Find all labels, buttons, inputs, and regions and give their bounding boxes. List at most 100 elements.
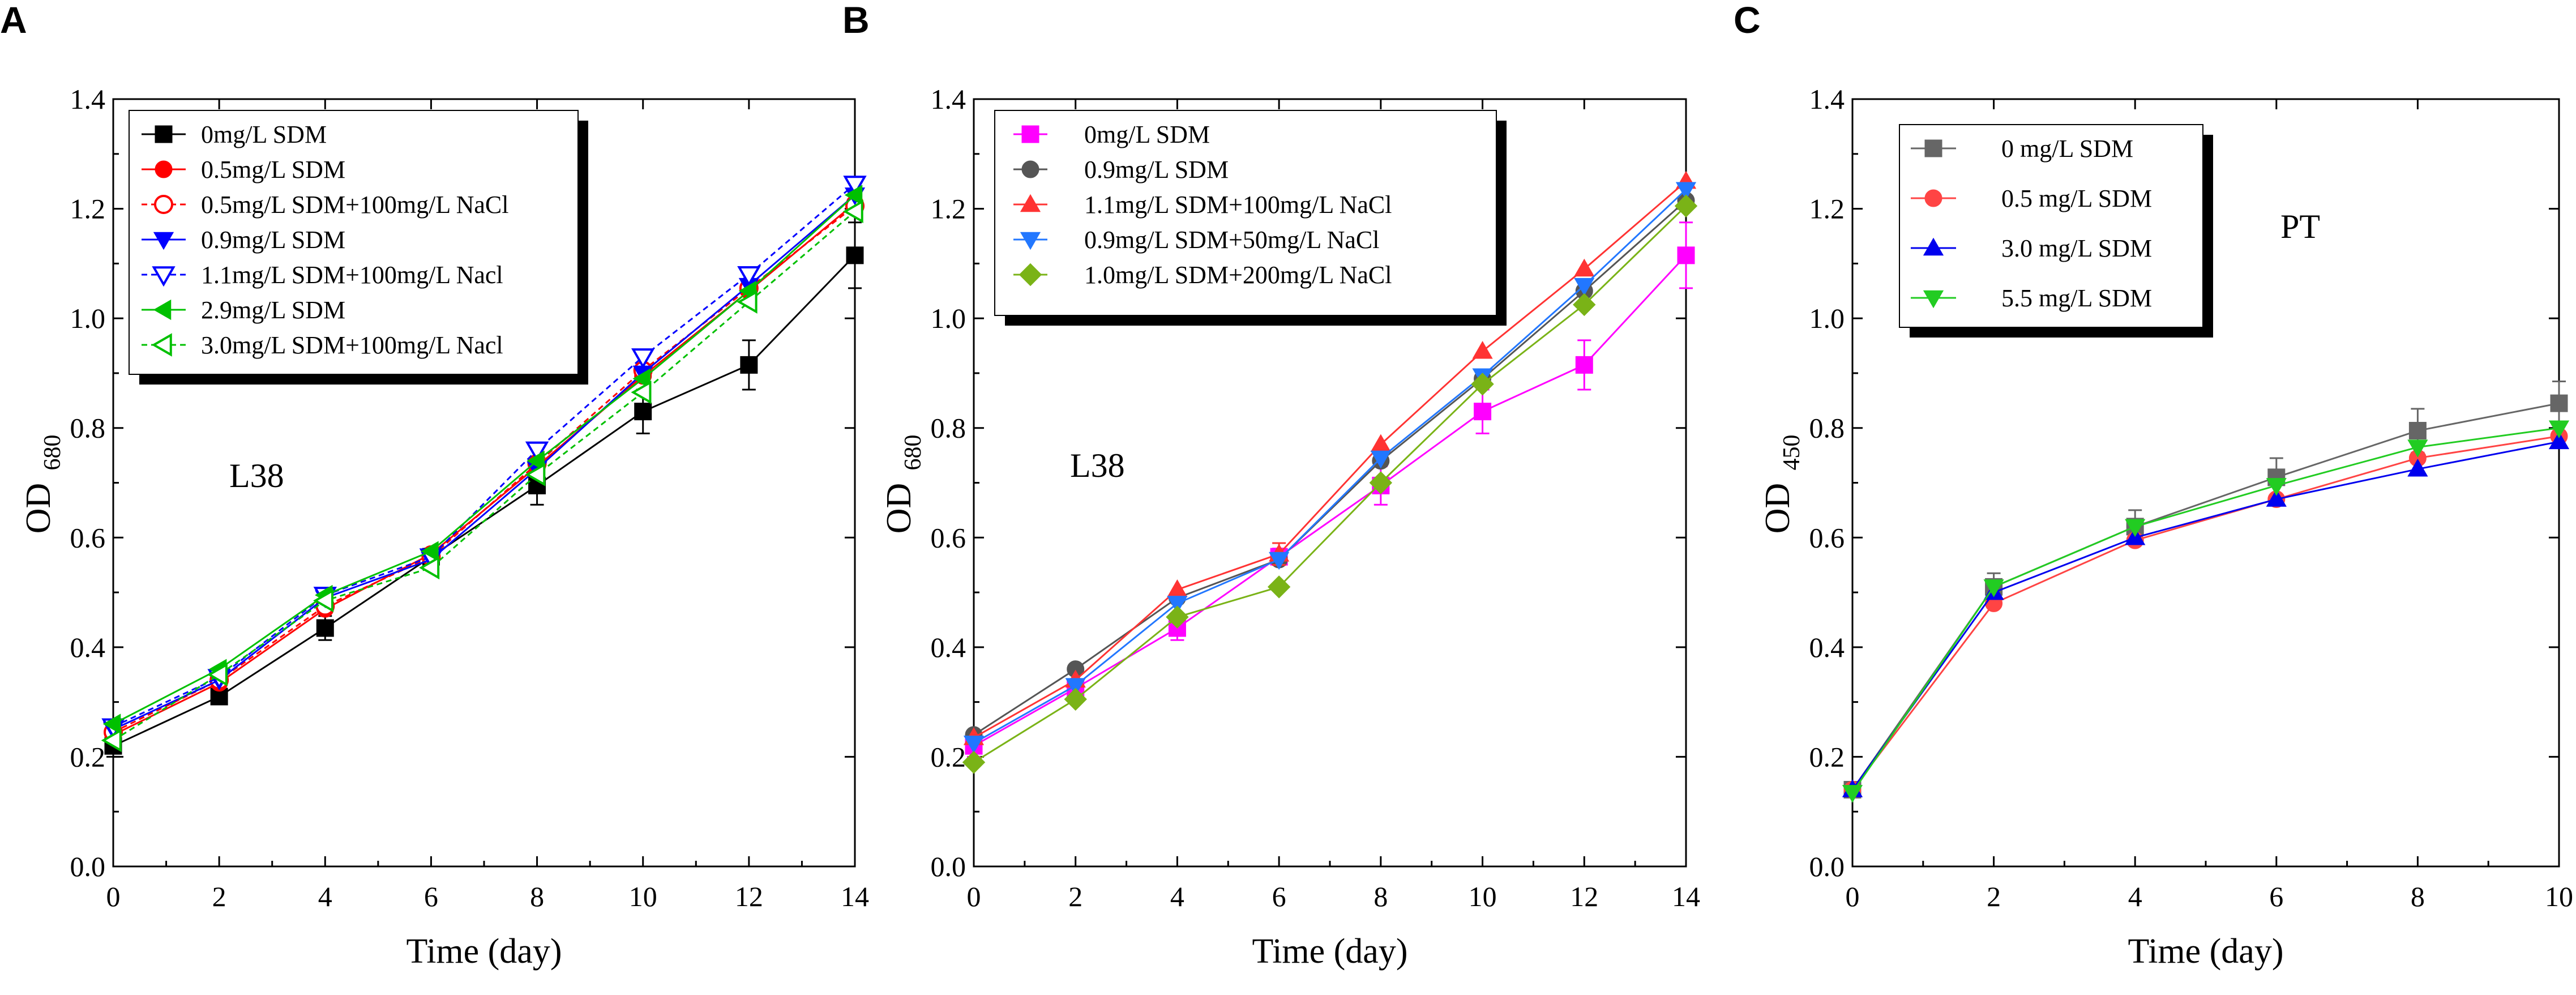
legend-item: 0mg/L SDM [1013, 121, 1210, 148]
x-tick-label: 10 [2545, 881, 2573, 912]
legend-item: 3.0mg/L SDM+100mg/L Nacl [142, 331, 503, 359]
legend-marker [155, 125, 173, 143]
legend-marker [151, 333, 172, 357]
data-point [1065, 678, 1086, 696]
series-line [973, 254, 1687, 747]
x-tick-label: 14 [1672, 881, 1700, 912]
y-axis-title-group: OD 450 [1758, 435, 1805, 534]
legend-label: 5.5 mg/L SDM [2001, 284, 2152, 312]
x-tick-label: 10 [629, 881, 657, 912]
legend-item: 0mg/L SDM [142, 121, 327, 148]
series-line [113, 211, 855, 741]
data-point [525, 441, 549, 462]
legend-item: 0.5mg/L SDM+100mg/L NaCl [142, 191, 508, 219]
chart-panel-a: A 0 2 4 6 8 10 12 14 0.0 0.2 0.4 0.6 0.8 1.0 1.2 1.4 Time… [0, 0, 869, 971]
data-point [631, 348, 655, 369]
legend-item: 2.9mg/L SDM [142, 296, 345, 324]
data-point [421, 541, 439, 562]
legend-marker [1924, 139, 1942, 157]
y-axis-title-group: OD 680 [19, 435, 66, 534]
data-point [1167, 596, 1188, 614]
legend-item: 0.9mg/L SDM [1013, 156, 1229, 183]
data-point [1574, 258, 1595, 277]
series-1 [1843, 427, 2568, 798]
data-point [1983, 579, 2004, 597]
legend-item: 0.9mg/L SDM+50mg/L NaCl [1013, 226, 1379, 254]
y-tick-label: 0.4 [70, 631, 106, 663]
legend-marker [152, 266, 176, 287]
legend-label: 0.5mg/L SDM+100mg/L NaCl [201, 191, 508, 219]
legend-marker [1021, 125, 1039, 143]
x-axis-title: Time (day) [2128, 932, 2284, 971]
series-line [973, 199, 1687, 736]
data-point [1574, 277, 1595, 296]
data-point [102, 714, 121, 734]
x-axis-title: Time (day) [406, 932, 562, 971]
data-point [525, 463, 546, 486]
legend-label: 0.5 mg/L SDM [2001, 185, 2152, 212]
data-point [737, 266, 761, 287]
series-line [973, 189, 1687, 744]
legend-label: 1.1mg/L SDM+100mg/L Nacl [201, 261, 503, 289]
y-tick-label: 1.0 [931, 302, 966, 334]
x-tick-label: 2 [1068, 881, 1082, 912]
legend: 0 mg/L SDM 0.5 mg/L SDM 3.0 mg/L SDM 5.5 mg… [1899, 124, 2213, 338]
legend-item: 0.9mg/L SDM [142, 226, 345, 254]
x-tick-label: 6 [2269, 881, 2283, 912]
y-tick-label: 0.6 [1809, 522, 1845, 553]
series-0 [1843, 380, 2568, 798]
legend-marker [1923, 237, 1944, 256]
x-tick-label: 12 [1570, 881, 1598, 912]
data-point [207, 663, 228, 686]
series-4 [962, 194, 1698, 774]
x-tick-label: 12 [735, 881, 763, 912]
legend-item: 0.5mg/L SDM [142, 156, 345, 183]
data-point [1674, 194, 1698, 217]
legend-item: 0 mg/L SDM [1911, 135, 2133, 163]
legend-item: 0.5 mg/L SDM [1911, 185, 2152, 212]
series-line [113, 194, 855, 731]
legend-label: 2.9mg/L SDM [201, 296, 345, 324]
legend-label: 1.0mg/L SDM+200mg/L NaCl [1084, 261, 1392, 289]
x-tick-label: 6 [424, 881, 438, 912]
legend: 0mg/L SDM 0.9mg/L SDM 1.1mg/L SDM+100mg/L … [994, 110, 1507, 326]
series-6 [101, 199, 863, 753]
data-point [2550, 394, 2568, 412]
y-tick-label: 0.6 [931, 522, 966, 553]
y-tick-label: 0.4 [1809, 631, 1845, 663]
series-line [1851, 402, 2560, 791]
legend-marker [1019, 263, 1042, 287]
series-line [1851, 441, 2560, 791]
x-axis-title: Time (day) [1252, 932, 1408, 971]
y-tick-label: 0.0 [931, 851, 966, 882]
series-3 [963, 182, 1697, 754]
legend-marker [153, 299, 172, 321]
legend-label: 1.1mg/L SDM+100mg/L NaCl [1084, 191, 1392, 219]
x-tick-label: 8 [530, 881, 544, 912]
x-tick-label: 2 [1987, 881, 2001, 912]
data-point [1677, 246, 1695, 264]
data-point [1842, 785, 1863, 803]
legend-box [129, 110, 579, 375]
y-tick-label: 0.8 [931, 412, 966, 444]
legend-label: 0.9mg/L SDM [201, 226, 345, 254]
legend-marker [1923, 290, 1944, 309]
y-tick-label: 0.6 [70, 522, 106, 553]
y-tick-label: 1.0 [70, 302, 106, 334]
y-tick-label: 0.8 [70, 412, 106, 444]
panel-annotation: PT [2280, 208, 2320, 245]
data-point [842, 199, 863, 224]
y-tick-label: 0.0 [1809, 851, 1845, 882]
series-line [973, 205, 1687, 763]
data-point [2408, 422, 2427, 440]
legend-marker [1020, 232, 1041, 250]
x-tick-label: 14 [841, 881, 869, 912]
y-tick-label: 1.0 [1809, 302, 1845, 334]
x-tick-label: 4 [1170, 881, 1184, 912]
y-tick-label: 0.2 [931, 741, 966, 772]
y-axis-title-subscript: 450 [1779, 435, 1805, 471]
x-tick-label: 0 [967, 881, 981, 912]
x-tick-label: 0 [106, 881, 121, 912]
legend-label: 3.0mg/L SDM+100mg/L Nacl [201, 331, 503, 359]
